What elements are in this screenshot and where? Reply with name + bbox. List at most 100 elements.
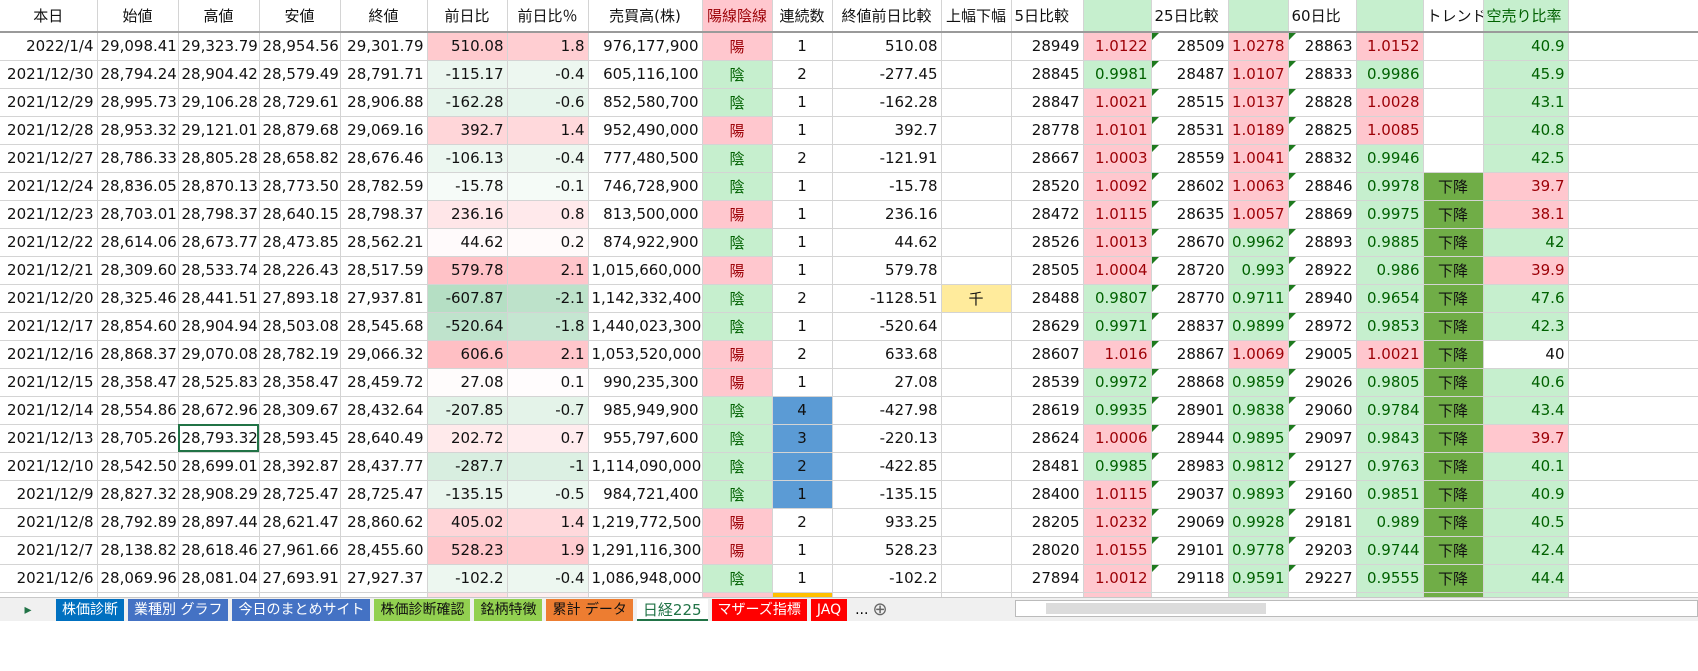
cell-limit-flag[interactable]: [941, 60, 1012, 89]
cell-ma25-ratio[interactable]: 0.9711: [1228, 284, 1289, 313]
cell-low[interactable]: 28,782.19: [259, 340, 341, 369]
cell-ma60-ratio[interactable]: 0.986: [1356, 256, 1424, 285]
cell-ma25[interactable]: 29069: [1151, 508, 1229, 537]
sheet-tab[interactable]: マザーズ指標: [711, 598, 807, 621]
cell-ma5-ratio[interactable]: 1.0092: [1083, 172, 1152, 201]
cell-close-change[interactable]: -135.15: [832, 480, 942, 509]
cell-short-sell-ratio[interactable]: 40.1: [1483, 452, 1569, 481]
column-header[interactable]: 高値: [178, 0, 260, 33]
cell-short-sell-ratio[interactable]: 43.1: [1483, 88, 1569, 117]
cell-volume[interactable]: 976,177,900: [588, 32, 703, 61]
cell-change-pct[interactable]: 1.8: [507, 32, 589, 61]
cell-ma5-ratio[interactable]: 1.0003: [1083, 144, 1152, 173]
cell-ma60[interactable]: 29127: [1288, 452, 1357, 481]
cell-high[interactable]: 28,870.13: [178, 172, 260, 201]
cell-open[interactable]: 28,995.73: [97, 88, 179, 117]
horizontal-scrollbar[interactable]: [1015, 600, 1698, 617]
sheet-tab[interactable]: 銘柄特徴: [474, 598, 543, 621]
empty-cell[interactable]: [1568, 508, 1698, 537]
cell-candle-type[interactable]: 陽: [702, 340, 773, 369]
cell-ma60-ratio[interactable]: 1.0021: [1356, 340, 1424, 369]
cell-ma25[interactable]: 29118: [1151, 564, 1229, 593]
cell-date[interactable]: 2021/12/8: [0, 508, 98, 537]
cell-open[interactable]: 28,614.06: [97, 228, 179, 257]
cell-low[interactable]: 28,773.50: [259, 172, 341, 201]
cell-ma25[interactable]: 28487: [1151, 60, 1229, 89]
cell-trend[interactable]: 下降: [1423, 536, 1484, 565]
cell-ma60-ratio[interactable]: 0.9851: [1356, 480, 1424, 509]
empty-cell[interactable]: [1568, 32, 1698, 61]
cell-streak[interactable]: 1: [772, 32, 833, 61]
cell-ma5-ratio[interactable]: 1.0013: [1083, 228, 1152, 257]
cell-low[interactable]: 28,729.61: [259, 88, 341, 117]
cell-date[interactable]: 2021/12/9: [0, 480, 98, 509]
cell-low[interactable]: 27,693.91: [259, 564, 341, 593]
cell-trend[interactable]: 下降: [1423, 508, 1484, 537]
cell-volume[interactable]: 874,922,900: [588, 228, 703, 257]
cell-ma25[interactable]: 29037: [1151, 480, 1229, 509]
sheet-tab[interactable]: 日経225: [636, 598, 708, 621]
cell-trend[interactable]: 下降: [1423, 340, 1484, 369]
cell-short-sell-ratio[interactable]: 47.6: [1483, 284, 1569, 313]
cell-ma25-ratio[interactable]: 0.9859: [1228, 368, 1289, 397]
cell-trend[interactable]: 下降: [1423, 172, 1484, 201]
sheet-tab[interactable]: 業種別 グラフ: [128, 598, 229, 621]
cell-ma25-ratio[interactable]: 0.9899: [1228, 312, 1289, 341]
cell-trend[interactable]: 下降: [1423, 284, 1484, 313]
cell-volume[interactable]: 1,219,772,500: [588, 508, 703, 537]
cell-ma60-ratio[interactable]: 0.989: [1356, 508, 1424, 537]
cell-change-pct[interactable]: 1.4: [507, 508, 589, 537]
cell-high[interactable]: 28,672.96: [178, 396, 260, 425]
cell-candle-type[interactable]: 陽: [702, 116, 773, 145]
cell-ma25[interactable]: 28531: [1151, 116, 1229, 145]
cell-volume[interactable]: 777,480,500: [588, 144, 703, 173]
empty-cell[interactable]: [1568, 88, 1698, 117]
cell-ma5[interactable]: 27894: [1011, 564, 1084, 593]
cell-close[interactable]: 28,782.59: [340, 172, 428, 201]
cell-close[interactable]: 28,562.21: [340, 228, 428, 257]
cell-ma60-ratio[interactable]: 1.0152: [1356, 32, 1424, 61]
cell-volume[interactable]: 1,142,332,400: [588, 284, 703, 313]
cell-streak[interactable]: 2: [772, 508, 833, 537]
cell-short-sell-ratio[interactable]: 40.6: [1483, 368, 1569, 397]
cell-ma5[interactable]: 28667: [1011, 144, 1084, 173]
cell-volume[interactable]: 952,490,000: [588, 116, 703, 145]
cell-limit-flag[interactable]: [941, 256, 1012, 285]
cell-ma60[interactable]: 29005: [1288, 340, 1357, 369]
column-header[interactable]: 5日比較: [1011, 0, 1084, 33]
cell-ma25-ratio[interactable]: 1.0069: [1228, 340, 1289, 369]
cell-ma25-ratio[interactable]: 0.9812: [1228, 452, 1289, 481]
sheet-tab[interactable]: 累計 データ: [546, 598, 633, 621]
cell-streak[interactable]: 1: [772, 88, 833, 117]
cell-short-sell-ratio[interactable]: 40.9: [1483, 480, 1569, 509]
cell-date[interactable]: 2021/12/7: [0, 536, 98, 565]
cell-ma5[interactable]: 28020: [1011, 536, 1084, 565]
cell-close-change[interactable]: 392.7: [832, 116, 942, 145]
cell-date[interactable]: 2021/12/29: [0, 88, 98, 117]
cell-ma60-ratio[interactable]: 0.9654: [1356, 284, 1424, 313]
cell-date[interactable]: 2021/12/20: [0, 284, 98, 313]
cell-ma5-ratio[interactable]: 0.9935: [1083, 396, 1152, 425]
cell-date[interactable]: 2021/12/24: [0, 172, 98, 201]
cell-low[interactable]: 28,473.85: [259, 228, 341, 257]
cell-open[interactable]: 28,138.82: [97, 536, 179, 565]
cell-streak[interactable]: 1: [772, 200, 833, 229]
cell-high[interactable]: 28,805.28: [178, 144, 260, 173]
cell-ma5[interactable]: 28400: [1011, 480, 1084, 509]
empty-cell[interactable]: [1568, 480, 1698, 509]
cell-limit-flag[interactable]: [941, 200, 1012, 229]
cell-candle-type[interactable]: 陰: [702, 312, 773, 341]
cell-high[interactable]: 28,699.01: [178, 452, 260, 481]
cell-open[interactable]: 28,953.32: [97, 116, 179, 145]
cell-ma25[interactable]: 28901: [1151, 396, 1229, 425]
column-header[interactable]: 本日: [0, 0, 98, 33]
cell-limit-flag[interactable]: [941, 508, 1012, 537]
cell-open[interactable]: 28,703.01: [97, 200, 179, 229]
cell-ma5[interactable]: 28845: [1011, 60, 1084, 89]
column-header[interactable]: 空売り比率: [1483, 0, 1569, 33]
cell-close-change[interactable]: 933.25: [832, 508, 942, 537]
cell-low[interactable]: 28,579.49: [259, 60, 341, 89]
cell-low[interactable]: 28,226.43: [259, 256, 341, 285]
cell-volume[interactable]: 1,440,023,300: [588, 312, 703, 341]
cell-candle-type[interactable]: 陰: [702, 480, 773, 509]
